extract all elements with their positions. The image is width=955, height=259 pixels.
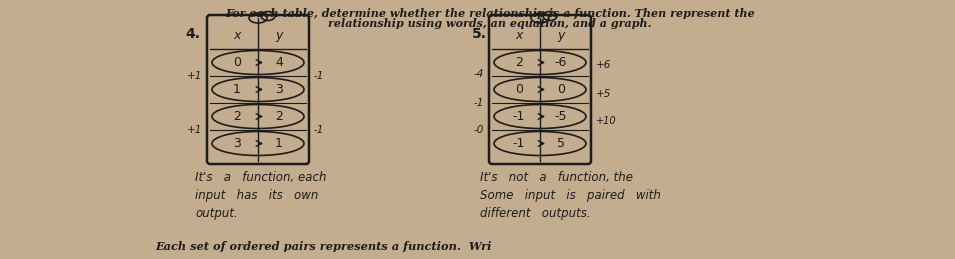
Text: 0: 0 [515,83,523,96]
Text: 3: 3 [233,137,241,150]
Text: It's   a   function, each: It's a function, each [195,171,327,184]
Text: 2: 2 [515,56,523,69]
Text: x: x [516,29,522,42]
Text: 3: 3 [275,83,283,96]
Text: 0: 0 [557,83,565,96]
Text: -1: -1 [474,98,484,108]
Text: +5: +5 [596,89,611,98]
Text: x: x [233,29,241,42]
Text: -1: -1 [314,125,325,135]
Text: 1: 1 [233,83,241,96]
Text: 5.: 5. [472,27,487,41]
Text: 1: 1 [275,137,283,150]
Text: 2: 2 [233,110,241,123]
Text: y: y [275,29,283,42]
Text: -5: -5 [555,110,567,123]
Text: -1: -1 [513,137,525,150]
Text: output.: output. [195,207,238,220]
Text: 5: 5 [557,137,565,150]
Text: +1: +1 [186,71,202,81]
Text: For each table, determine whether the relationship is a function. Then represent: For each table, determine whether the re… [225,8,754,19]
Text: +6: +6 [596,60,611,69]
Text: 4.: 4. [185,27,200,41]
Text: +10: +10 [596,116,617,126]
Text: Some   input   is   paired   with: Some input is paired with [480,189,661,202]
Text: 0: 0 [233,56,241,69]
Text: -6: -6 [555,56,567,69]
Text: 4: 4 [275,56,283,69]
Text: different   outputs.: different outputs. [480,207,590,220]
Text: 2: 2 [275,110,283,123]
Text: +1: +1 [186,125,202,135]
Text: relationship using words, an equation, and a graph.: relationship using words, an equation, a… [329,18,651,29]
Text: input   has   its   own: input has its own [195,189,318,202]
Text: -0: -0 [474,125,484,135]
Text: -4: -4 [474,69,484,79]
Text: -1: -1 [314,71,325,81]
Text: y: y [558,29,564,42]
Text: It's   not   a   function, the: It's not a function, the [480,171,633,184]
Text: Each set of ordered pairs represents a function.  Wri: Each set of ordered pairs represents a f… [155,241,492,252]
Text: -1: -1 [513,110,525,123]
